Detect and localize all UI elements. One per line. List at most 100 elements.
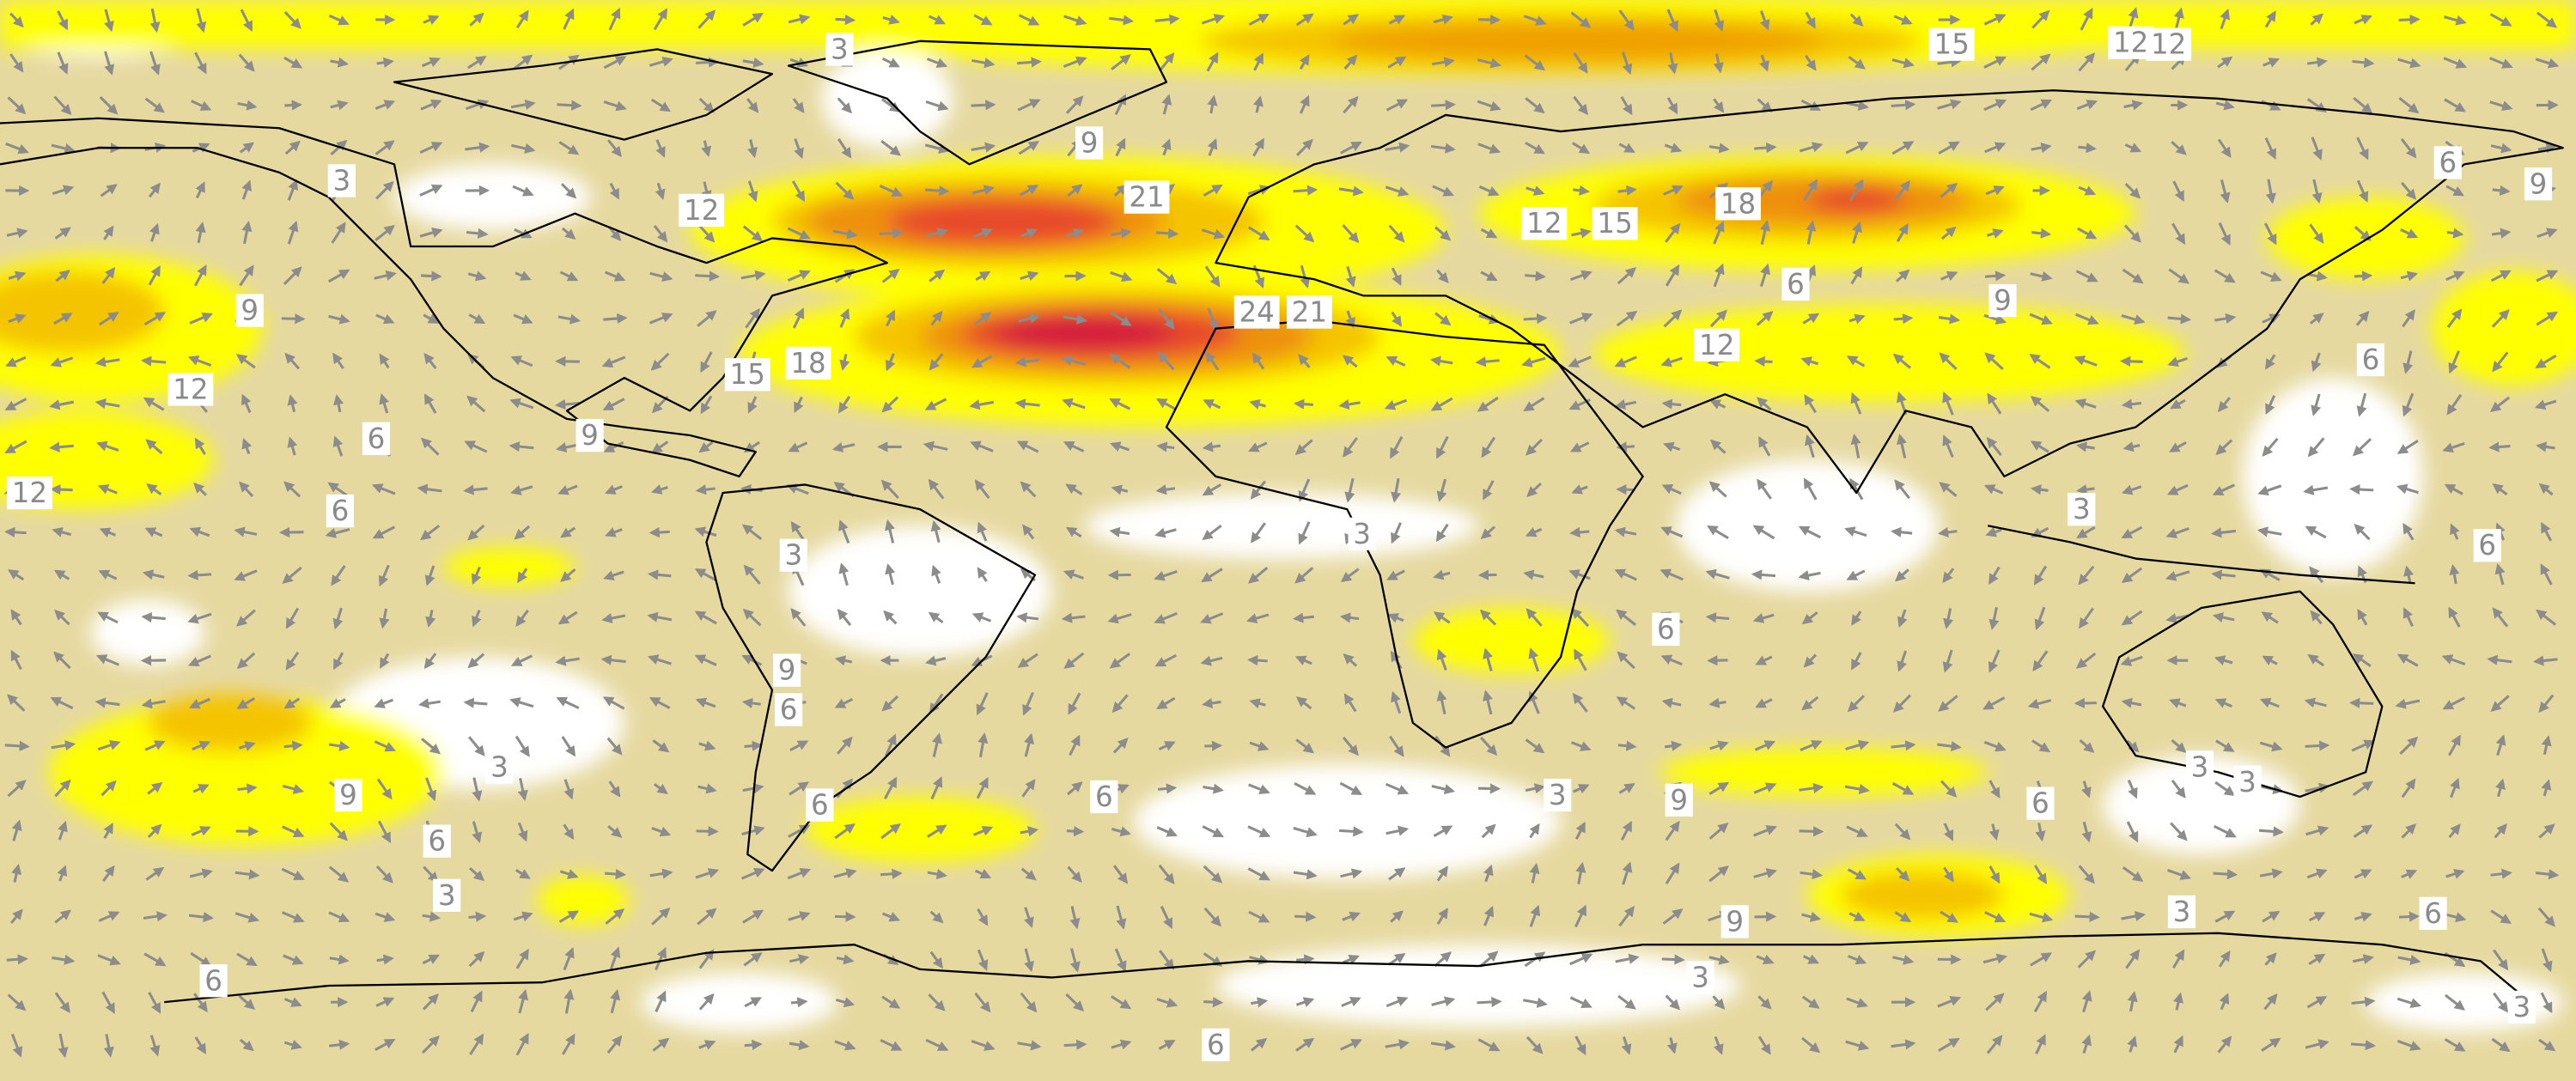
wind-arrow [747,396,758,414]
wind-arrow [1753,782,1777,794]
wind-arrow [1661,697,1682,708]
wind-arrow [928,478,945,500]
wind-arrow [2355,310,2370,326]
wind-arrow [239,142,255,154]
wind-arrow [1298,354,1311,368]
wind-arrow [467,524,485,541]
wind-arrow [425,777,437,802]
wind-arrow [241,221,253,245]
wind-arrow [2077,227,2098,240]
wind-arrow [1525,526,1543,537]
wind-arrow [2349,697,2374,708]
wind-arrow [879,185,904,197]
wind-arrow [328,14,350,26]
wind-arrow [375,140,395,155]
wind-arrow [195,181,205,199]
wind-arrow [2123,100,2143,111]
wind-arrow [600,654,626,665]
wind-arrow [1987,392,2002,415]
wind-arrow [1982,696,2006,710]
wind-arrow [649,56,673,67]
wind-arrow [2353,96,2373,114]
wind-arrow [1988,607,2000,630]
wind-arrow [420,437,440,456]
wind-arrow [379,608,390,629]
wind-arrow [1800,739,1823,751]
wind-arrow [99,312,119,326]
wind-arrow [745,307,760,329]
wind-arrow [467,56,487,70]
wind-arrow [2212,612,2235,623]
wind-arrow [1391,477,1402,503]
wind-arrow [6,228,28,239]
wind-arrow [54,609,70,626]
wind-arrow [98,569,118,580]
wind-arrow [2076,100,2098,111]
wind-arrow [971,355,993,368]
wind-arrow [2304,697,2327,708]
wind-arrow [1848,55,1867,70]
wind-arrow [930,776,943,800]
wind-arrow [2169,440,2187,452]
wind-arrow [2214,655,2233,666]
wind-arrow [509,697,534,708]
contour-label: 6 [362,422,391,456]
wind-arrow [466,395,486,413]
wind-arrow [880,479,899,499]
contour-label: 6 [1781,267,1810,301]
wind-arrow [467,653,485,669]
wind-arrow [1985,185,2005,196]
wind-arrow [1065,526,1082,538]
wind-arrow [1207,307,1219,331]
wind-arrow [1896,269,1910,282]
wind-arrow [1801,695,1819,711]
wind-arrow [2354,523,2371,541]
wind-arrow [1204,265,1221,288]
wind-arrow [325,527,350,538]
wind-arrow [141,612,166,623]
wind-arrow [1528,647,1540,672]
wind-arrow [51,143,76,154]
wind-arrow [1066,826,1085,837]
wind-arrow [1202,483,1222,496]
wind-arrow [97,484,118,495]
wind-arrow [1154,611,1178,624]
wind-arrow [1154,527,1177,538]
wind-arrow [603,313,628,325]
wind-arrow [1849,477,1864,501]
wind-arrow [1158,308,1175,330]
wind-arrow [1154,14,1180,25]
wind-arrow [1666,97,1678,115]
wind-arrow [241,438,253,455]
wind-arrow [2033,565,2048,586]
wind-arrow [2402,309,2415,328]
wind-arrow [787,270,811,282]
wind-arrow [2541,735,2552,756]
wind-arrow [1020,270,1039,282]
wind-arrow [1759,54,1769,72]
wind-arrow [558,141,580,155]
wind-arrow [1572,784,1590,794]
wind-arrow [1708,697,1726,708]
contour-label: 6 [2433,146,2462,179]
wind-arrow [515,609,529,627]
wind-arrow [1569,270,1592,282]
wind-arrow [469,12,484,27]
wind-arrow [2309,223,2324,244]
wind-arrow [2075,441,2095,452]
wind-arrow [1245,613,1270,624]
wind-arrow [239,264,254,287]
wind-arrow [649,696,671,709]
wind-arrow [1572,692,1588,713]
wind-arrow [188,654,212,667]
wind-arrow [1109,526,1130,537]
wind-arrow [698,97,715,113]
wind-arrow [1705,612,1730,623]
wind-arrow [1480,736,1498,756]
wind-arrow [881,695,899,712]
contour-label-text: 6 [2439,146,2457,179]
wind-arrow [1942,649,1953,673]
wind-arrow [50,356,74,367]
wind-arrow [560,526,576,538]
contour-label-text: 6 [2478,529,2496,562]
